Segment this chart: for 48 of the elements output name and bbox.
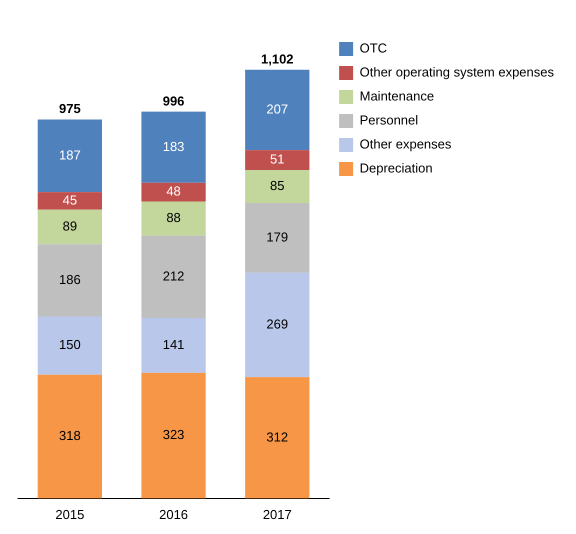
x-tick-label: 2017 xyxy=(262,506,292,522)
bar xyxy=(141,372,206,498)
data-label: 183 xyxy=(162,138,184,154)
bar xyxy=(245,203,310,273)
data-label: 212 xyxy=(162,268,184,284)
bar xyxy=(141,182,206,202)
bar xyxy=(38,119,102,192)
bar xyxy=(141,112,206,183)
data-label: 89 xyxy=(62,218,78,234)
data-label: 318 xyxy=(59,428,81,444)
data-label: 179 xyxy=(266,229,288,244)
data-label: 51 xyxy=(270,152,285,167)
legend-label: Maintenance xyxy=(360,88,434,104)
data-label: 85 xyxy=(270,178,285,194)
data-label: 88 xyxy=(166,210,181,226)
bar xyxy=(141,236,206,318)
bar xyxy=(245,70,310,150)
bar xyxy=(38,244,102,317)
bar xyxy=(141,201,206,236)
bar xyxy=(245,272,310,378)
data-label: 150 xyxy=(59,337,81,352)
total-label: 975 xyxy=(59,101,81,116)
data-label: 187 xyxy=(59,147,81,162)
bar xyxy=(245,150,310,170)
data-label: 141 xyxy=(162,337,184,352)
data-label: 312 xyxy=(266,429,288,444)
bar xyxy=(141,318,206,373)
data-label: 323 xyxy=(162,427,184,442)
bar xyxy=(38,210,102,244)
x-tick-label: 2015 xyxy=(55,506,84,522)
data-label: 45 xyxy=(62,192,78,208)
legend-label: Personnel xyxy=(360,112,418,128)
x-tick-label: 2016 xyxy=(159,506,188,522)
legend-label: OTC xyxy=(360,40,388,56)
legend-label: Depreciation xyxy=(360,160,433,176)
bar xyxy=(245,377,310,498)
data-label: 207 xyxy=(266,102,288,117)
legend-label: Other operating system expenses xyxy=(360,64,554,80)
data-label: 269 xyxy=(266,316,288,332)
bar xyxy=(38,374,102,498)
data-label: 186 xyxy=(59,272,81,287)
bar xyxy=(38,316,102,375)
bar xyxy=(38,192,102,210)
bar xyxy=(245,170,310,204)
data-label: 48 xyxy=(166,184,181,199)
legend-label: Other expenses xyxy=(360,136,452,152)
total-label: 1,102 xyxy=(260,51,294,66)
total-label: 996 xyxy=(162,93,184,108)
